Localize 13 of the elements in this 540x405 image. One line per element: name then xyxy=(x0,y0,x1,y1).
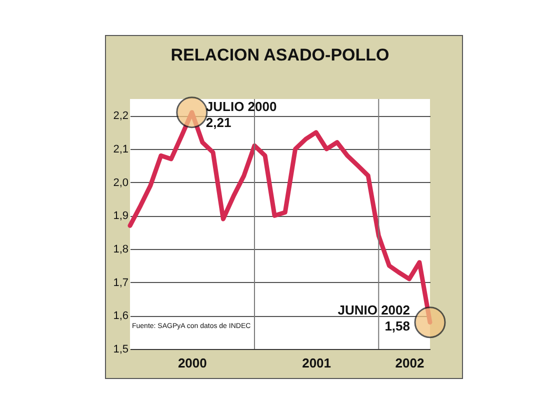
y-tick-label: 2,1 xyxy=(113,144,128,156)
y-tick-label: 1,8 xyxy=(113,244,128,256)
x-tick-label: 2001 xyxy=(302,356,332,370)
x-tick-label: 2000 xyxy=(178,356,207,370)
y-tick-label: 1,5 xyxy=(113,344,128,356)
y-tick-label: 1,7 xyxy=(113,276,128,289)
x-tick-label: 2002 xyxy=(395,356,424,370)
y-tick-label: 2,2 xyxy=(113,110,128,122)
y-tick-label: 1,6 xyxy=(113,310,128,322)
annotation: JUNIO 2002 1,58 xyxy=(338,302,410,334)
y-tick-label: 1,9 xyxy=(113,210,128,222)
y-tick-label: 2,0 xyxy=(113,176,128,189)
chart-title: RELACION ASADO-POLLO xyxy=(170,45,390,64)
